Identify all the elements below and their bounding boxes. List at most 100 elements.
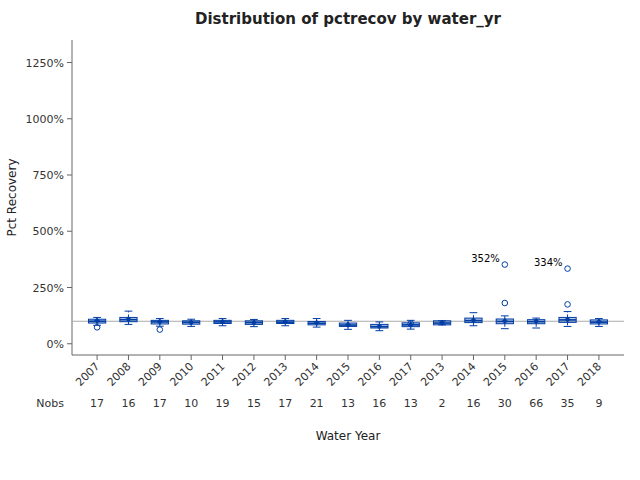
cap-low: [595, 326, 603, 327]
x-tick: [285, 355, 286, 360]
nobs-value: 13: [404, 397, 418, 410]
y-tick-label: 0%: [47, 338, 64, 351]
box: [433, 321, 450, 325]
nobs-value: 66: [529, 397, 543, 410]
cap-high: [470, 312, 478, 313]
cap-high: [375, 321, 383, 322]
x-tick-label: 2015: [481, 360, 510, 389]
flier: [157, 327, 163, 333]
nobs-value: 17: [90, 397, 104, 410]
mean-marker: [376, 323, 382, 329]
x-tick-label: 2014: [293, 360, 322, 389]
flier: [565, 302, 571, 308]
y-axis-line: [72, 40, 73, 355]
mean-marker: [439, 320, 445, 326]
nobs-value: 17: [153, 397, 167, 410]
mean-marker: [94, 318, 100, 324]
cap-low: [250, 326, 258, 327]
y-tick: [67, 118, 72, 119]
cap-high: [125, 311, 133, 312]
nobs-value: 2: [439, 397, 446, 410]
x-tick-label: 2016: [355, 360, 384, 389]
x-tick-label: 2010: [167, 360, 196, 389]
mean-marker: [220, 319, 226, 325]
cap-low: [375, 330, 383, 331]
x-tick-label: 2011: [199, 360, 228, 389]
y-tick: [67, 62, 72, 63]
cap-high: [344, 320, 352, 321]
mean-marker: [565, 316, 571, 322]
x-tick: [97, 355, 98, 360]
box: [465, 318, 482, 323]
whisker-low: [504, 324, 505, 329]
flier: [502, 262, 508, 268]
plot-area: [72, 262, 624, 333]
mean-marker: [533, 318, 539, 324]
y-tick-label: 500%: [33, 225, 64, 238]
y-tick: [67, 287, 72, 288]
box: [559, 317, 576, 322]
mean-marker: [502, 318, 508, 324]
y-tick: [67, 231, 72, 232]
x-tick: [159, 355, 160, 360]
x-tick: [253, 355, 254, 360]
whisker-low: [536, 324, 537, 328]
x-tick: [473, 355, 474, 360]
nobs-value: 16: [121, 397, 135, 410]
x-tick: [222, 355, 223, 360]
x-tick-label: 2009: [136, 360, 165, 389]
mean-marker: [251, 319, 257, 325]
nobs-value: 13: [341, 397, 355, 410]
mean-marker: [157, 319, 163, 325]
y-tick: [67, 343, 72, 344]
x-tick: [379, 355, 380, 360]
x-tick: [504, 355, 505, 360]
nobs-value: 9: [595, 397, 602, 410]
y-tick: [67, 175, 72, 176]
y-tick-label: 1250%: [26, 57, 64, 70]
whisker-low: [567, 322, 568, 326]
x-tick-label: 2015: [324, 360, 353, 389]
x-tick: [128, 355, 129, 360]
x-tick-label: 2017: [544, 360, 573, 389]
cap-low: [219, 325, 227, 326]
x-tick-label: 2017: [387, 360, 416, 389]
nobs-value: 19: [216, 397, 230, 410]
x-tick: [598, 355, 599, 360]
mean-marker: [470, 317, 476, 323]
x-tick: [348, 355, 349, 360]
cap-low: [344, 329, 352, 330]
box: [496, 319, 513, 324]
flier: [94, 325, 100, 331]
cap-high: [313, 318, 321, 319]
title: Distribution of pctrecov by water_yr: [195, 10, 502, 28]
y-axis-label: Pct Recovery: [5, 159, 19, 237]
mean-marker: [282, 319, 288, 325]
y-tick-label: 250%: [33, 282, 64, 295]
nobs-label: Nobs: [36, 397, 64, 410]
x-tick-label: 2012: [230, 360, 259, 389]
nobs-value: 10: [184, 397, 198, 410]
x-tick: [410, 355, 411, 360]
cap-low: [532, 328, 540, 329]
cap-low: [281, 325, 289, 326]
cap-low: [501, 328, 509, 329]
x-tick-label: 2013: [418, 360, 447, 389]
mean-marker: [125, 316, 131, 322]
mean-marker: [314, 320, 320, 326]
flier: [408, 321, 414, 327]
flier: [565, 266, 571, 272]
cap-low: [187, 326, 195, 327]
x-tick: [316, 355, 317, 360]
x-tick-label: 2013: [261, 360, 290, 389]
x-axis-label: Water Year: [316, 429, 381, 443]
nobs-value: 17: [278, 397, 292, 410]
y-tick-label: 1000%: [26, 113, 64, 126]
cap-low: [470, 325, 478, 326]
nobs-value: 30: [498, 397, 512, 410]
cap-low: [564, 326, 572, 327]
flier: [502, 300, 508, 306]
cap-low: [313, 327, 321, 328]
x-tick-label: 2016: [512, 360, 541, 389]
nobs-value: 35: [561, 397, 575, 410]
